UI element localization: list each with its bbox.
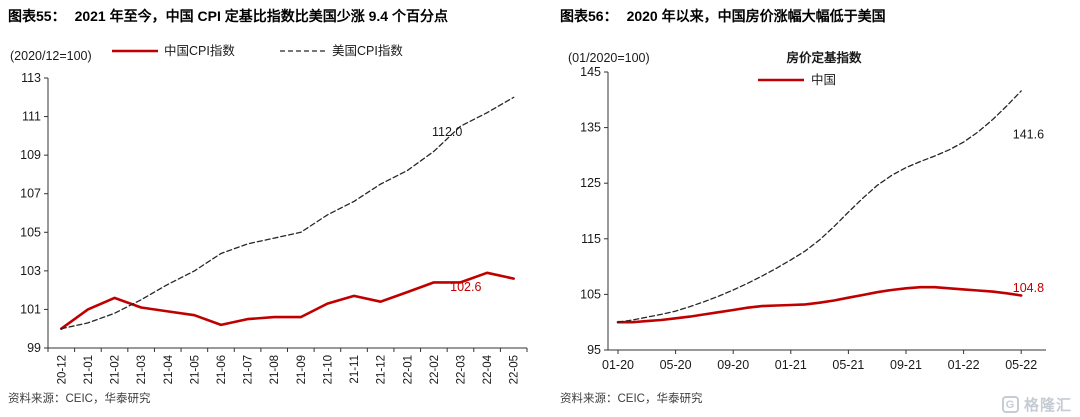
axis-unit-label: (2020/12=100) xyxy=(10,49,92,63)
source-note: 资料来源：CEIC，华泰研究 xyxy=(560,393,703,405)
y-tick-label: 135 xyxy=(580,121,601,135)
x-tick-label: 21-04 xyxy=(163,354,175,384)
data-label: 102.6 xyxy=(450,280,481,294)
x-tick-label: 22-04 xyxy=(482,354,494,384)
x-tick-label: 22-01 xyxy=(402,355,414,384)
chart-panel-house-price: 图表56： 2020 年以来，中国房价涨幅大幅低于美国 95 105 115 125 13… xyxy=(540,0,1080,417)
figure-number: 图表55： xyxy=(8,8,66,24)
cpi-line-chart: 99 101 103 105 107 109 111 113 20-12 21-01 21-02 21… xyxy=(10,43,528,384)
legend-title: 房价定基指数 xyxy=(786,50,862,65)
x-tick-label: 09-21 xyxy=(890,358,922,372)
x-tick-label: 22-05 xyxy=(509,355,521,384)
y-tick-label: 105 xyxy=(20,225,41,239)
x-tick-label: 21-06 xyxy=(216,355,228,384)
source-note: 资料来源：CEIC，华泰研究 xyxy=(8,393,151,405)
data-label: 141.6 xyxy=(1013,128,1044,142)
x-tick-label: 01-22 xyxy=(948,358,980,372)
series-line-0 xyxy=(616,285,1023,324)
legend-label: 中国CPI指数 xyxy=(164,43,235,58)
y-tick-label: 99 xyxy=(27,341,41,355)
legend-label: 美国CPI指数 xyxy=(332,43,403,58)
x-tick-label: 21-02 xyxy=(110,355,122,384)
watermark-text: 格隆汇 xyxy=(1023,397,1072,414)
y-tick-label: 109 xyxy=(20,148,41,162)
figure-title-text: 2020 年以来，中国房价涨幅大幅低于美国 xyxy=(626,8,886,24)
x-tick-label: 21-05 xyxy=(189,355,201,384)
x-tick-label: 21-01 xyxy=(83,355,95,384)
figure-number: 图表56： xyxy=(560,8,618,24)
figure-title: 图表55： 2021 年至今，中国 CPI 定基比指数比美国少涨 9.4 个百分点 xyxy=(0,0,540,26)
x-tick-label: 21-11 xyxy=(349,355,361,384)
series-line-1 xyxy=(60,96,515,330)
legend-label: 中国 xyxy=(811,72,836,87)
x-tick-label: 21-08 xyxy=(269,355,281,384)
x-tick-label: 01-21 xyxy=(775,358,807,372)
x-tick-label: 22-02 xyxy=(429,355,441,384)
data-label: 112.0 xyxy=(432,125,462,139)
chart-panel-cpi: 图表55： 2021 年至今，中国 CPI 定基比指数比美国少涨 9.4 个百分点… xyxy=(0,0,540,405)
x-tick-label: 09-20 xyxy=(717,358,749,372)
data-label: 104.8 xyxy=(1013,281,1044,295)
y-tick-label: 107 xyxy=(20,187,41,201)
x-tick-label: 05-22 xyxy=(1005,358,1037,372)
figure-title: 图表56： 2020 年以来，中国房价涨幅大幅低于美国 xyxy=(540,0,1080,26)
gelonghui-logo-icon: G xyxy=(1001,396,1019,413)
y-tick-label: 125 xyxy=(580,176,601,190)
axis-unit-label: (01/2020=100) xyxy=(568,51,650,65)
y-tick-label: 145 xyxy=(580,65,601,79)
x-tick-label: 21-03 xyxy=(136,355,148,384)
x-tick-label: 22-03 xyxy=(456,355,468,384)
series-line-0 xyxy=(59,271,516,331)
x-tick-label: 21-09 xyxy=(296,355,308,384)
house-price-line-chart: 95 105 115 125 135 145 01-20 05-20 09-20 01-21 05-… xyxy=(568,50,1046,372)
x-tick-label: 05-21 xyxy=(832,358,864,372)
figure-title-text: 2021 年至今，中国 CPI 定基比指数比美国少涨 9.4 个百分点 xyxy=(74,8,448,24)
y-tick-label: 105 xyxy=(580,287,601,301)
y-tick-label: 95 xyxy=(587,343,601,357)
x-tick-label: 01-20 xyxy=(602,358,634,372)
x-tick-label: 05-20 xyxy=(660,358,692,372)
x-tick-label: 21-07 xyxy=(243,355,255,384)
x-tick-label: 21-10 xyxy=(322,355,334,384)
watermark: G 格隆汇 xyxy=(1001,394,1072,415)
x-tick-label: 20-12 xyxy=(56,355,68,384)
y-tick-label: 113 xyxy=(21,71,41,85)
y-tick-label: 101 xyxy=(20,302,41,316)
y-tick-label: 115 xyxy=(581,232,601,246)
y-tick-label: 103 xyxy=(20,264,41,278)
series-line-1 xyxy=(617,90,1022,323)
x-tick-label: 21-12 xyxy=(376,355,388,384)
y-tick-label: 111 xyxy=(22,110,41,124)
